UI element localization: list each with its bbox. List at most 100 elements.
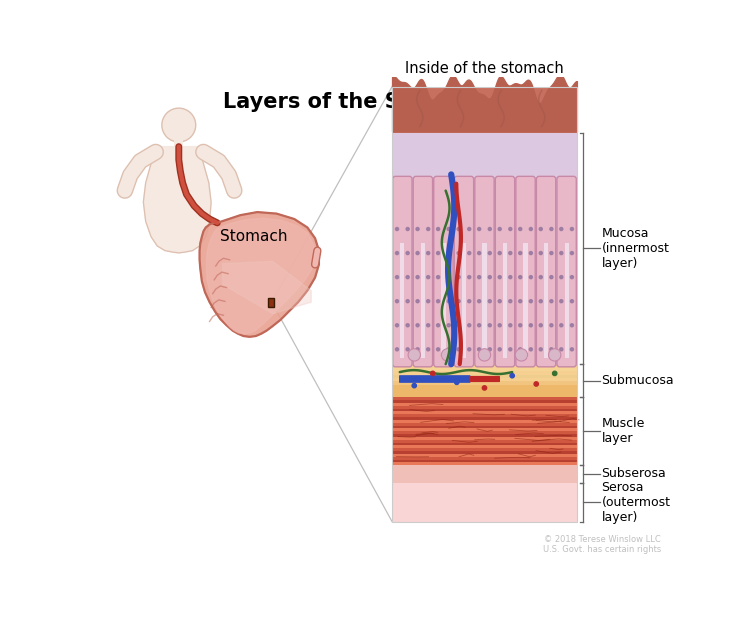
Bar: [392, 397, 577, 465]
Circle shape: [539, 348, 542, 351]
Bar: [392, 408, 577, 412]
Bar: [392, 451, 577, 454]
Circle shape: [498, 348, 501, 351]
Circle shape: [468, 348, 471, 351]
Circle shape: [395, 228, 398, 230]
Bar: [392, 375, 577, 378]
Circle shape: [530, 251, 532, 255]
Bar: [174, 137, 184, 147]
Circle shape: [570, 251, 574, 255]
Circle shape: [550, 251, 553, 255]
Circle shape: [530, 276, 532, 279]
Circle shape: [436, 228, 439, 230]
Circle shape: [406, 251, 410, 255]
Circle shape: [560, 348, 562, 351]
Text: Serosa
(outermost
layer): Serosa (outermost layer): [602, 480, 670, 524]
Circle shape: [457, 251, 460, 255]
Circle shape: [447, 323, 450, 327]
Circle shape: [454, 380, 459, 385]
Circle shape: [548, 349, 561, 361]
Bar: [392, 414, 577, 417]
Circle shape: [468, 300, 471, 303]
Circle shape: [530, 300, 532, 303]
Polygon shape: [223, 262, 311, 314]
Circle shape: [498, 251, 501, 255]
Circle shape: [427, 323, 430, 327]
Circle shape: [488, 276, 491, 279]
Circle shape: [430, 371, 435, 376]
Circle shape: [457, 300, 460, 303]
Circle shape: [550, 228, 553, 230]
FancyBboxPatch shape: [393, 176, 412, 367]
Circle shape: [539, 300, 542, 303]
Circle shape: [457, 228, 460, 230]
Circle shape: [395, 348, 398, 351]
Bar: [392, 426, 577, 428]
FancyBboxPatch shape: [454, 176, 473, 367]
Bar: [392, 87, 577, 522]
Circle shape: [441, 349, 454, 361]
Circle shape: [416, 251, 419, 255]
Circle shape: [478, 276, 481, 279]
Circle shape: [478, 349, 490, 361]
Circle shape: [427, 348, 430, 351]
Bar: [392, 483, 577, 522]
Circle shape: [408, 349, 421, 361]
Circle shape: [570, 228, 574, 230]
Circle shape: [488, 251, 491, 255]
Circle shape: [436, 300, 439, 303]
Bar: [392, 454, 577, 457]
Circle shape: [570, 348, 574, 351]
Circle shape: [510, 373, 515, 378]
Bar: [392, 133, 577, 364]
Bar: [392, 431, 577, 434]
Bar: [392, 364, 577, 397]
Circle shape: [416, 348, 419, 351]
FancyBboxPatch shape: [413, 176, 433, 367]
FancyBboxPatch shape: [469, 376, 500, 382]
Text: Submucosa: Submucosa: [602, 374, 674, 387]
Bar: [392, 434, 577, 437]
Circle shape: [539, 251, 542, 255]
Circle shape: [488, 300, 491, 303]
Bar: [544, 243, 548, 358]
Circle shape: [550, 323, 553, 327]
Circle shape: [457, 323, 460, 327]
Bar: [392, 428, 577, 431]
Circle shape: [406, 228, 410, 230]
Bar: [392, 465, 577, 483]
FancyBboxPatch shape: [433, 176, 453, 367]
Bar: [392, 406, 577, 408]
Bar: [392, 437, 577, 440]
Circle shape: [468, 251, 471, 255]
Bar: [392, 457, 577, 459]
Circle shape: [478, 348, 481, 351]
Circle shape: [488, 348, 491, 351]
Circle shape: [427, 228, 430, 230]
Circle shape: [447, 251, 450, 255]
Circle shape: [395, 251, 398, 255]
Bar: [392, 403, 577, 406]
Circle shape: [406, 348, 410, 351]
Circle shape: [498, 276, 501, 279]
Bar: [503, 243, 507, 358]
Circle shape: [498, 300, 501, 303]
Bar: [392, 368, 577, 371]
Bar: [392, 459, 577, 463]
Circle shape: [412, 383, 416, 388]
Circle shape: [416, 228, 419, 230]
Bar: [392, 420, 577, 423]
Circle shape: [406, 300, 410, 303]
Circle shape: [509, 348, 512, 351]
Polygon shape: [206, 218, 315, 334]
FancyBboxPatch shape: [475, 176, 494, 367]
Bar: [392, 445, 577, 449]
Circle shape: [447, 276, 450, 279]
Circle shape: [427, 251, 430, 255]
FancyBboxPatch shape: [557, 176, 576, 367]
Circle shape: [447, 348, 450, 351]
FancyBboxPatch shape: [516, 176, 536, 367]
Circle shape: [519, 276, 522, 279]
Circle shape: [406, 276, 410, 279]
Bar: [392, 385, 577, 397]
